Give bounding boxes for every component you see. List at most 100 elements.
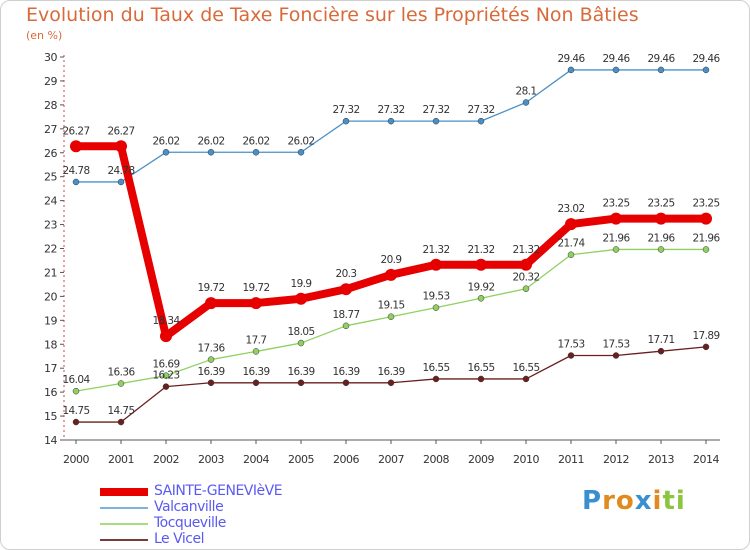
logo-letter: r (602, 486, 616, 516)
data-label: 23.25 (602, 198, 629, 210)
data-point (387, 313, 395, 320)
x-tick-label: 2000 (63, 453, 89, 466)
data-point (477, 375, 485, 383)
x-tick-label: 2008 (423, 453, 449, 466)
x-tick-label: 2010 (513, 453, 539, 466)
data-point (387, 117, 395, 125)
data-label: 27.32 (422, 104, 449, 116)
data-label: 19.92 (467, 281, 494, 293)
logo-letter: P (582, 486, 603, 516)
y-tick-label: 30 (44, 51, 57, 64)
data-label: 23.25 (692, 198, 719, 210)
data-point (207, 149, 215, 156)
data-label: 26.02 (242, 135, 269, 147)
data-point (117, 178, 125, 186)
data-label: 17.71 (647, 334, 674, 346)
data-label: 29.46 (602, 53, 630, 65)
logo-letter: x (634, 486, 653, 516)
legend-item: Valcanville (100, 499, 360, 516)
data-label: 16.39 (287, 366, 314, 378)
data-point (522, 375, 530, 383)
y-tick-label: 25 (44, 171, 57, 184)
data-label: 18.34 (152, 315, 180, 327)
data-point (207, 379, 215, 387)
data-label: 24.78 (107, 165, 134, 177)
data-point (432, 304, 440, 311)
data-label: 28.1 (516, 85, 537, 97)
legend-label: Tocqueville (154, 515, 226, 531)
data-label: 19.72 (197, 282, 224, 294)
data-label: 16.23 (152, 370, 179, 382)
data-point (430, 258, 442, 271)
data-label: 18.05 (287, 326, 314, 338)
data-label: 16.39 (332, 366, 359, 378)
data-label: 29.46 (692, 53, 720, 65)
data-point (297, 339, 305, 347)
data-point (567, 352, 575, 359)
logo-letter: i (675, 486, 686, 516)
data-point (477, 117, 485, 125)
data-point (70, 140, 82, 153)
logo-letter: i (652, 486, 663, 516)
data-point (657, 246, 665, 253)
data-point (252, 379, 260, 387)
data-label: 16.55 (422, 362, 449, 374)
data-label: 19.53 (422, 291, 449, 303)
data-label: 24.78 (62, 165, 89, 177)
legend-item: Le Vicel (100, 531, 360, 548)
x-tick-label: 2004 (243, 453, 269, 466)
data-point (387, 379, 395, 387)
data-label: 29.46 (647, 53, 675, 65)
x-tick-label: 2009 (468, 453, 494, 466)
data-point (160, 330, 172, 343)
x-tick-label: 2003 (198, 453, 224, 466)
data-point (565, 218, 577, 231)
data-label: 16.39 (377, 366, 404, 378)
y-tick-label: 16 (44, 386, 57, 399)
data-label: 21.32 (422, 244, 449, 256)
data-label: 19.9 (291, 278, 312, 290)
chart-title: Evolution du Taux de Taxe Foncière sur l… (26, 4, 639, 26)
data-label: 17.36 (197, 343, 225, 355)
data-label: 26.27 (107, 125, 134, 137)
data-point (72, 387, 80, 395)
data-point (610, 212, 622, 225)
x-tick-label: 2006 (333, 453, 359, 466)
data-point (342, 322, 350, 330)
y-tick-label: 20 (44, 290, 57, 303)
data-label: 20.3 (336, 268, 357, 280)
data-point (72, 178, 80, 186)
legend-item: SAINTE-GENEVIèVE (100, 483, 360, 500)
y-tick-label: 26 (44, 147, 57, 160)
proxiti-logo: Proxiti (582, 486, 686, 516)
data-point (520, 258, 532, 271)
data-point (250, 297, 262, 310)
data-point (612, 246, 620, 253)
y-tick-label: 24 (44, 195, 57, 208)
legend-item: Tocqueville (100, 515, 360, 532)
data-point (702, 246, 710, 253)
data-label: 27.32 (332, 104, 359, 116)
x-tick-label: 2012 (603, 453, 629, 466)
data-label: 17.53 (557, 339, 584, 351)
y-tick-label: 17 (44, 362, 57, 375)
logo-letter: o (615, 486, 635, 516)
data-label: 26.02 (197, 135, 224, 147)
data-label: 16.04 (62, 374, 90, 386)
data-label: 23.02 (557, 203, 584, 215)
y-tick-label: 18 (44, 338, 57, 351)
legend-label: Valcanville (154, 499, 224, 515)
data-point (162, 383, 170, 390)
data-label: 26.02 (287, 135, 314, 147)
data-label: 17.89 (692, 330, 719, 342)
data-label: 14.75 (62, 405, 89, 417)
data-point (295, 292, 307, 305)
data-point (475, 258, 487, 271)
x-tick-label: 2011 (558, 453, 584, 466)
data-point (340, 283, 352, 296)
data-point (612, 352, 620, 359)
logo-letter: t (662, 486, 676, 516)
legend-label: Le Vicel (154, 531, 204, 547)
unit-label: (en %) (26, 29, 63, 42)
data-point (477, 295, 485, 302)
